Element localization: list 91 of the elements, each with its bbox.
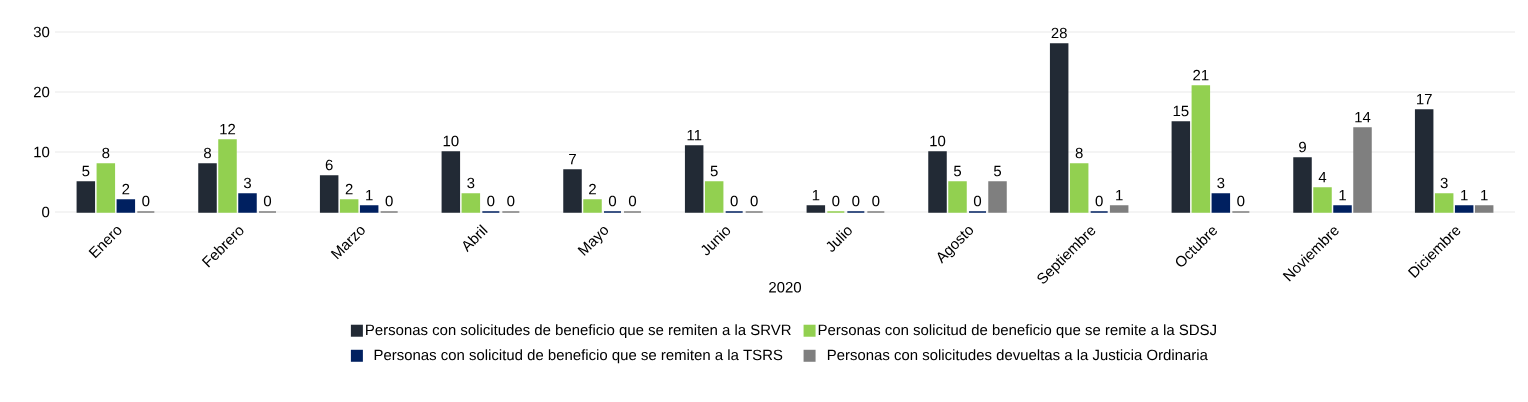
data-label: 8	[102, 147, 110, 159]
data-label: 1	[1481, 189, 1488, 201]
bar	[1211, 193, 1231, 213]
bar	[1191, 85, 1211, 213]
data-label: 5	[953, 165, 962, 177]
bar	[583, 199, 602, 213]
bar	[1333, 205, 1352, 213]
data-label: 15	[1173, 105, 1189, 117]
bar	[319, 175, 339, 213]
y-tick-label: 0	[42, 206, 50, 218]
data-label: 6	[325, 159, 333, 171]
bar	[1474, 205, 1494, 213]
data-label: 0	[608, 195, 617, 207]
data-label: 1	[1461, 189, 1468, 201]
data-label: 28	[1051, 27, 1067, 39]
data-label: 0	[385, 195, 393, 207]
data-label: 3	[1217, 177, 1225, 189]
data-label: 5	[82, 165, 90, 177]
data-label: 5	[993, 165, 1002, 177]
data-label: 10	[930, 135, 946, 147]
data-label: 2	[345, 183, 353, 195]
bar	[1454, 205, 1474, 213]
data-label: 0	[730, 195, 738, 207]
data-label: 21	[1193, 69, 1209, 81]
y-tick-label: 20	[33, 86, 50, 98]
data-label: 7	[569, 153, 576, 165]
data-label: 3	[243, 177, 251, 189]
data-label: 5	[710, 165, 718, 177]
x-tick-label: Julio	[826, 227, 852, 252]
data-label: 2	[122, 183, 130, 195]
data-label: 3	[1440, 177, 1448, 189]
data-label: 1	[1116, 189, 1123, 201]
bar	[704, 181, 724, 213]
bar	[1353, 127, 1372, 213]
data-label: 0	[487, 195, 495, 207]
bar	[1109, 205, 1129, 213]
data-label: 2	[589, 183, 596, 195]
x-axis-title: 2020	[769, 281, 802, 293]
bar	[563, 169, 582, 213]
data-label: 1	[366, 189, 373, 201]
data-label: 14	[1355, 111, 1371, 123]
legend-label: Personas con solicitud de beneficio que se remiten a la TSRS	[374, 349, 783, 364]
data-label: 0	[507, 195, 515, 207]
bar	[948, 181, 967, 213]
bar	[461, 193, 481, 213]
data-label: 8	[204, 147, 211, 159]
bar	[1414, 109, 1434, 213]
bar	[238, 193, 257, 213]
data-label: 0	[832, 195, 840, 207]
bar	[198, 163, 217, 213]
data-label: 12	[220, 123, 236, 135]
legend-label: Personas con solicitudes de beneficio que se remiten a la SRVR	[366, 324, 791, 339]
y-tick-label: 30	[33, 26, 50, 38]
bar	[116, 199, 136, 213]
bar	[359, 205, 379, 213]
data-label: 9	[1299, 141, 1306, 153]
bar	[1293, 157, 1312, 213]
legend-label: Personas con solicitud de beneficio que se remite a la SDSJ	[818, 324, 1216, 339]
bar	[1049, 43, 1069, 213]
data-label: 11	[687, 129, 702, 141]
legend-label: Personas con solicitudes devueltas a la Justicia Ordinaria	[827, 349, 1208, 361]
data-label: 0	[263, 195, 272, 207]
data-label: 0	[872, 195, 880, 207]
data-label: 0	[142, 195, 150, 207]
bar	[76, 181, 96, 213]
bar	[928, 151, 947, 213]
bar	[684, 145, 704, 213]
data-label: 0	[973, 195, 982, 207]
bar	[1313, 187, 1332, 213]
data-label: 3	[467, 177, 475, 189]
data-label: 0	[852, 195, 860, 207]
bar	[1171, 121, 1191, 213]
bar	[1069, 163, 1089, 213]
bar	[441, 151, 461, 213]
data-label: 10	[443, 135, 459, 147]
data-label: 1	[812, 189, 820, 201]
bar	[988, 181, 1007, 213]
bar	[806, 205, 826, 213]
bar	[339, 199, 359, 213]
bar	[96, 163, 116, 213]
data-label: 0	[1095, 195, 1103, 207]
data-label: 17	[1417, 93, 1432, 105]
data-label: 0	[1237, 195, 1245, 207]
data-label: 1	[1339, 189, 1346, 201]
bar	[218, 139, 237, 213]
data-label: 0	[628, 195, 637, 207]
bar	[1434, 193, 1454, 213]
y-tick-label: 10	[34, 146, 50, 158]
data-label: 8	[1075, 147, 1083, 159]
data-label: 4	[1318, 171, 1327, 183]
data-label: 0	[750, 195, 758, 207]
